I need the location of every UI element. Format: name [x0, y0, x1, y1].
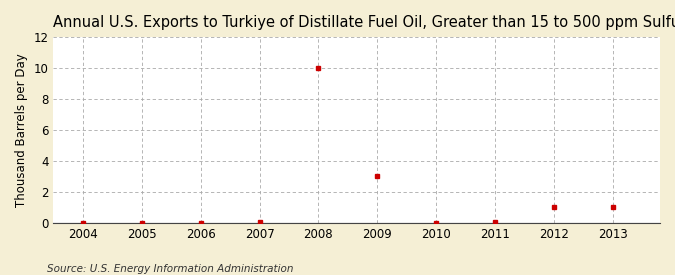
Y-axis label: Thousand Barrels per Day: Thousand Barrels per Day [15, 53, 28, 207]
Text: Source: U.S. Energy Information Administration: Source: U.S. Energy Information Administ… [47, 264, 294, 274]
Text: Annual U.S. Exports to Turkiye of Distillate Fuel Oil, Greater than 15 to 500 pp: Annual U.S. Exports to Turkiye of Distil… [53, 15, 675, 30]
